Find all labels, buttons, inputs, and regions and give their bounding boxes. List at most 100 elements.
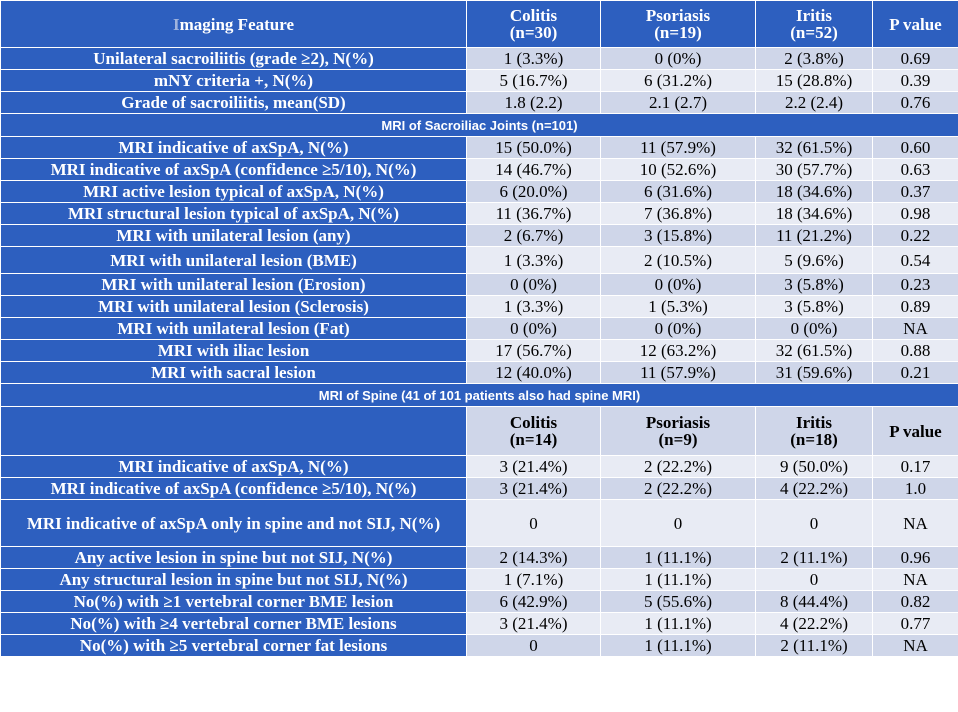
cell-psoriasis: 3 (15.8%) — [600, 224, 756, 247]
cell-psoriasis: 1 (11.1%) — [600, 568, 756, 591]
cell-iritis: 11 (21.2%) — [755, 224, 873, 247]
table-row: No(%) with ≥1 vertebral corner BME lesio… — [0, 590, 958, 613]
table-row: MRI with iliac lesion 17 (56.7%) 12 (63.… — [0, 339, 958, 362]
cell-iritis: 0 — [755, 499, 873, 547]
cell-psoriasis: 6 (31.2%) — [600, 69, 756, 92]
cell-colitis: 3 (21.4%) — [466, 455, 601, 478]
cell-iritis: 2 (11.1%) — [755, 634, 873, 657]
table-row: MRI with unilateral lesion (BME) 1 (3.3%… — [0, 246, 958, 274]
cell-iritis: 8 (44.4%) — [755, 590, 873, 613]
cell-colitis: 11 (36.7%) — [466, 202, 601, 225]
cell-psoriasis: 10 (52.6%) — [600, 158, 756, 181]
header-psoriasis-n: (n=19) — [654, 23, 702, 42]
spine-header-colitis-n: (n=14) — [509, 430, 558, 449]
header-iritis-n: (n=52) — [790, 23, 838, 42]
spine-header-psoriasis-label: Psoriasis — [645, 413, 711, 432]
cell-psoriasis: 5 (55.6%) — [600, 590, 756, 613]
cell-p-value: NA — [872, 634, 958, 657]
cell-p-value: 0.63 — [872, 158, 958, 181]
spine-header-p-value: P value — [872, 406, 958, 456]
table-row: MRI with unilateral lesion (Erosion) 0 (… — [0, 273, 958, 296]
row-label: Unilateral sacroiliitis (grade ≥2), N(%) — [0, 47, 467, 70]
table-row: MRI with unilateral lesion (Sclerosis) 1… — [0, 295, 958, 318]
cell-p-value: 0.89 — [872, 295, 958, 318]
header-iritis-label: Iritis — [796, 6, 832, 25]
table-row: MRI indicative of axSpA, N(%) 15 (50.0%)… — [0, 136, 958, 159]
cell-p-value: 0.76 — [872, 91, 958, 114]
table-row: MRI structural lesion typical of axSpA, … — [0, 202, 958, 225]
row-label: MRI with unilateral lesion (BME) — [0, 246, 467, 274]
row-label: Grade of sacroiliitis, mean(SD) — [0, 91, 467, 114]
cell-colitis: 6 (42.9%) — [466, 590, 601, 613]
table-row: Any active lesion in spine but not SIJ, … — [0, 546, 958, 569]
table-row: No(%) with ≥5 vertebral corner fat lesio… — [0, 634, 958, 657]
table-row: No(%) with ≥4 vertebral corner BME lesio… — [0, 612, 958, 635]
row-label: No(%) with ≥4 vertebral corner BME lesio… — [0, 612, 467, 635]
spine-header-psoriasis: Psoriasis (n=9) — [600, 406, 756, 456]
spine-header-colitis: Colitis (n=14) — [466, 406, 601, 456]
row-label: MRI indicative of axSpA, N(%) — [0, 136, 467, 159]
section-title-spine: MRI of Spine (41 of 101 patients also ha… — [0, 383, 958, 407]
cell-iritis: 2 (3.8%) — [755, 47, 873, 70]
table-row: MRI with unilateral lesion (Fat) 0 (0%) … — [0, 317, 958, 340]
header-psoriasis-label: Psoriasis — [645, 6, 711, 25]
cell-psoriasis: 0 (0%) — [600, 317, 756, 340]
cell-p-value: 0.17 — [872, 455, 958, 478]
cell-colitis: 2 (6.7%) — [466, 224, 601, 247]
cell-psoriasis: 6 (31.6%) — [600, 180, 756, 203]
row-label: MRI active lesion typical of axSpA, N(%) — [0, 180, 467, 203]
table-row: MRI active lesion typical of axSpA, N(%)… — [0, 180, 958, 203]
cell-colitis: 1.8 (2.2) — [466, 91, 601, 114]
cell-iritis: 18 (34.6%) — [755, 180, 873, 203]
cell-colitis: 15 (50.0%) — [466, 136, 601, 159]
table-row: Any structural lesion in spine but not S… — [0, 568, 958, 591]
table-header-row: Imaging Feature Colitis (n=30) Psoriasis(… — [0, 0, 958, 48]
cell-iritis: 3 (5.8%) — [755, 273, 873, 296]
cell-p-value: 0.22 — [872, 224, 958, 247]
cell-p-value: 0.37 — [872, 180, 958, 203]
header-colitis: Colitis (n=30) — [466, 0, 601, 48]
table-row: MRI with sacral lesion 12 (40.0%) 11 (57… — [0, 361, 958, 384]
cell-iritis: 15 (28.8%) — [755, 69, 873, 92]
cell-colitis: 0 (0%) — [466, 273, 601, 296]
cell-iritis: 32 (61.5%) — [755, 339, 873, 362]
cell-iritis: 2 (11.1%) — [755, 546, 873, 569]
cell-p-value: NA — [872, 568, 958, 591]
cell-colitis: 17 (56.7%) — [466, 339, 601, 362]
cell-colitis: 14 (46.7%) — [466, 158, 601, 181]
table-row: MRI indicative of axSpA only in spine an… — [0, 499, 958, 547]
row-label: MRI with unilateral lesion (any) — [0, 224, 467, 247]
table-row: MRI with unilateral lesion (any) 2 (6.7%… — [0, 224, 958, 247]
spine-subheader-row: Colitis (n=14) Psoriasis (n=9) Iritis (n=18… — [0, 406, 958, 456]
table-row: Unilateral sacroiliitis (grade ≥2), N(%)… — [0, 47, 958, 70]
cell-colitis: 3 (21.4%) — [466, 477, 601, 500]
spine-subheader-blank — [0, 406, 467, 456]
row-label: MRI with unilateral lesion (Fat) — [0, 317, 467, 340]
cell-p-value: 1.0 — [872, 477, 958, 500]
table-row: mNY criteria +, N(%) 5 (16.7%) 6 (31.2%)… — [0, 69, 958, 92]
cell-iritis: 0 — [755, 568, 873, 591]
cell-colitis: 1 (3.3%) — [466, 47, 601, 70]
cell-colitis: 0 — [466, 634, 601, 657]
header-feature-rest: maging Feature — [179, 14, 295, 34]
cell-iritis: 31 (59.6%) — [755, 361, 873, 384]
imaging-features-table: Imaging Feature Colitis (n=30) Psoriasis(… — [0, 0, 958, 657]
cell-colitis: 0 (0%) — [466, 317, 601, 340]
header-iritis: Iritis (n=52) — [755, 0, 873, 48]
row-label: MRI indicative of axSpA (confidence ≥5/1… — [0, 477, 467, 500]
cell-iritis: 5 (9.6%) — [755, 246, 873, 274]
spine-header-iritis-n: (n=18) — [790, 430, 838, 449]
cell-colitis: 2 (14.3%) — [466, 546, 601, 569]
cell-psoriasis: 1 (11.1%) — [600, 634, 756, 657]
header-colitis-n: (n=30) — [509, 23, 558, 42]
cell-psoriasis: 0 (0%) — [600, 273, 756, 296]
cell-iritis: 32 (61.5%) — [755, 136, 873, 159]
cell-iritis: 9 (50.0%) — [755, 455, 873, 478]
cell-p-value: 0.98 — [872, 202, 958, 225]
section-title-sij: MRI of Sacroiliac Joints (n=101) — [0, 113, 958, 137]
row-label: mNY criteria +, N(%) — [0, 69, 467, 92]
header-p-value: P value — [872, 0, 958, 48]
cell-iritis: 4 (22.2%) — [755, 477, 873, 500]
cell-colitis: 3 (21.4%) — [466, 612, 601, 635]
table-row: Grade of sacroiliitis, mean(SD) 1.8 (2.2… — [0, 91, 958, 114]
